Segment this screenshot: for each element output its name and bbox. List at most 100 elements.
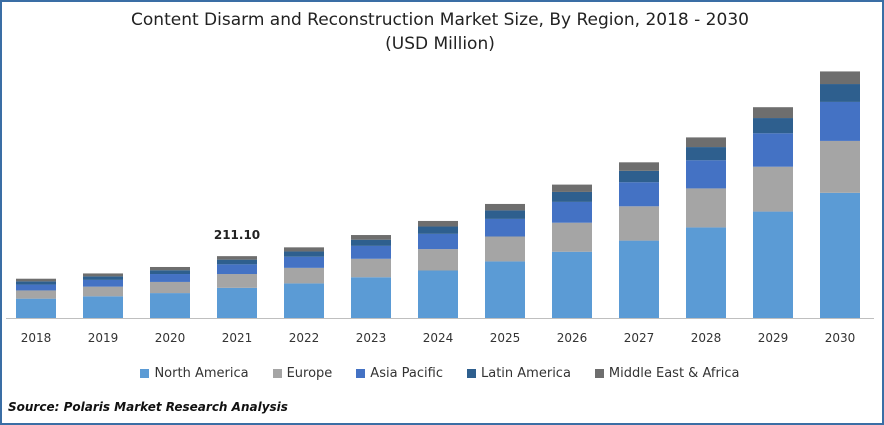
- bar-segment-middle-east-africa-2018: [16, 278, 56, 282]
- bar-segment-asia-pacific-2029: [753, 133, 793, 167]
- x-tick-label-2029: 2029: [758, 331, 789, 345]
- bar-segment-latin-america-2028: [686, 147, 726, 161]
- bar-segment-asia-pacific-2021: [217, 264, 257, 275]
- bar-segment-asia-pacific-2018: [16, 284, 56, 291]
- x-tick-label-2030: 2030: [825, 331, 856, 345]
- bar-segment-north-america-2021: [217, 287, 257, 318]
- legend-item-europe: Europe: [272, 366, 333, 381]
- bar-segment-north-america-2025: [485, 261, 525, 318]
- bar-segment-middle-east-africa-2029: [753, 107, 793, 119]
- bar-segment-europe-2024: [418, 249, 458, 271]
- legend-swatch: [356, 369, 366, 378]
- bar-segment-middle-east-africa-2020: [150, 266, 190, 271]
- bar-segment-latin-america-2025: [485, 210, 525, 219]
- legend-label: Middle East & Africa: [608, 366, 740, 381]
- chart-title-block: Content Disarm and Reconstruction Market…: [0, 8, 880, 56]
- bar-segment-middle-east-africa-2025: [485, 203, 525, 211]
- x-tick-label-2026: 2026: [557, 331, 588, 345]
- bar-segment-europe-2018: [16, 290, 56, 299]
- bar-segment-asia-pacific-2025: [485, 218, 525, 237]
- x-tick-label-2020: 2020: [155, 331, 186, 345]
- source-note: Source: Polaris Market Research Analysis: [8, 400, 288, 414]
- bar-segment-middle-east-africa-2030: [820, 71, 860, 85]
- bar-segment-north-america-2023: [351, 277, 391, 318]
- chart-subtitle: (USD Million): [385, 34, 495, 54]
- x-tick-label-2024: 2024: [423, 331, 454, 345]
- bar-segment-middle-east-africa-2027: [619, 162, 659, 171]
- bar-segment-europe-2022: [284, 267, 324, 284]
- bar-segment-europe-2030: [820, 140, 860, 193]
- legend-swatch: [272, 369, 282, 378]
- x-tick-label-2025: 2025: [490, 331, 521, 345]
- legend-label: Latin America: [481, 366, 571, 381]
- bar-segment-middle-east-africa-2024: [418, 220, 458, 227]
- x-tick-label-2028: 2028: [691, 331, 722, 345]
- x-tick-label-2027: 2027: [624, 331, 655, 345]
- bar-segment-europe-2025: [485, 236, 525, 262]
- legend-label: North America: [154, 366, 249, 381]
- bar-segment-asia-pacific-2019: [83, 279, 123, 287]
- legend-item-latin-america: Latin America: [467, 366, 571, 381]
- legend-label: Europe: [286, 366, 333, 381]
- bar-segment-north-america-2028: [686, 227, 726, 318]
- legend-swatch: [140, 369, 150, 378]
- x-tick-label-2023: 2023: [356, 331, 387, 345]
- bar-segment-north-america-2026: [552, 251, 592, 318]
- bar-segment-latin-america-2020: [150, 270, 190, 275]
- bar-segment-europe-2029: [753, 166, 793, 212]
- bar-segment-europe-2027: [619, 206, 659, 241]
- legend-item-middle-east-africa: Middle East & Africa: [594, 366, 740, 381]
- legend-label: Asia Pacific: [370, 366, 443, 381]
- data-label-2021: 211.10: [214, 228, 260, 242]
- bar-segment-europe-2021: [217, 274, 257, 288]
- bar-segment-latin-america-2026: [552, 191, 592, 202]
- chart-title: Content Disarm and Reconstruction Market…: [131, 10, 749, 30]
- legend-swatch: [594, 369, 604, 378]
- bar-segment-asia-pacific-2020: [150, 274, 190, 282]
- bar-segment-europe-2019: [83, 286, 123, 297]
- bar-segment-middle-east-africa-2023: [351, 235, 391, 240]
- bar-segment-asia-pacific-2024: [418, 233, 458, 250]
- bar-segment-europe-2023: [351, 258, 391, 278]
- bar-segment-latin-america-2023: [351, 239, 391, 246]
- bar-segment-north-america-2029: [753, 211, 793, 318]
- bar-segment-north-america-2027: [619, 240, 659, 318]
- bar-segment-middle-east-africa-2021: [217, 256, 257, 260]
- bar-segment-middle-east-africa-2022: [284, 247, 324, 252]
- bar-segment-middle-east-africa-2028: [686, 137, 726, 148]
- bar-segment-north-america-2018: [16, 298, 56, 318]
- chart-legend: North America Europe Asia Pacific Latin Ame…: [0, 366, 880, 381]
- bar-segment-north-america-2024: [418, 270, 458, 318]
- bar-segment-asia-pacific-2027: [619, 182, 659, 207]
- bar-segment-latin-america-2030: [820, 84, 860, 102]
- bar-segment-latin-america-2019: [83, 276, 123, 280]
- legend-swatch: [467, 369, 476, 378]
- bar-segment-europe-2020: [150, 281, 190, 294]
- bar-segment-north-america-2030: [820, 192, 860, 318]
- bar-segment-north-america-2020: [150, 293, 190, 318]
- x-tick-label-2022: 2022: [289, 331, 320, 345]
- x-tick-label-2021: 2021: [222, 331, 253, 345]
- bar-segment-europe-2026: [552, 222, 592, 252]
- bar-segment-north-america-2022: [284, 283, 324, 318]
- x-tick-label-2019: 2019: [88, 331, 119, 345]
- bar-segment-asia-pacific-2028: [686, 160, 726, 189]
- bar-segment-latin-america-2027: [619, 170, 659, 183]
- bar-segment-asia-pacific-2023: [351, 245, 391, 259]
- bar-segment-europe-2028: [686, 188, 726, 228]
- bar-segment-latin-america-2021: [217, 259, 257, 265]
- bar-segment-latin-america-2022: [284, 251, 324, 257]
- legend-item-asia-pacific: Asia Pacific: [356, 366, 443, 381]
- bar-segment-north-america-2019: [83, 296, 123, 318]
- bar-segment-latin-america-2029: [753, 118, 793, 134]
- bar-segment-middle-east-africa-2019: [83, 273, 123, 277]
- bar-segment-asia-pacific-2030: [820, 101, 860, 141]
- bar-segment-middle-east-africa-2026: [552, 184, 592, 192]
- bar-segment-asia-pacific-2022: [284, 256, 324, 268]
- x-tick-label-2018: 2018: [21, 331, 52, 345]
- bar-segment-latin-america-2024: [418, 226, 458, 234]
- legend-item-north-america: North America: [140, 366, 249, 381]
- bar-segment-asia-pacific-2026: [552, 201, 592, 223]
